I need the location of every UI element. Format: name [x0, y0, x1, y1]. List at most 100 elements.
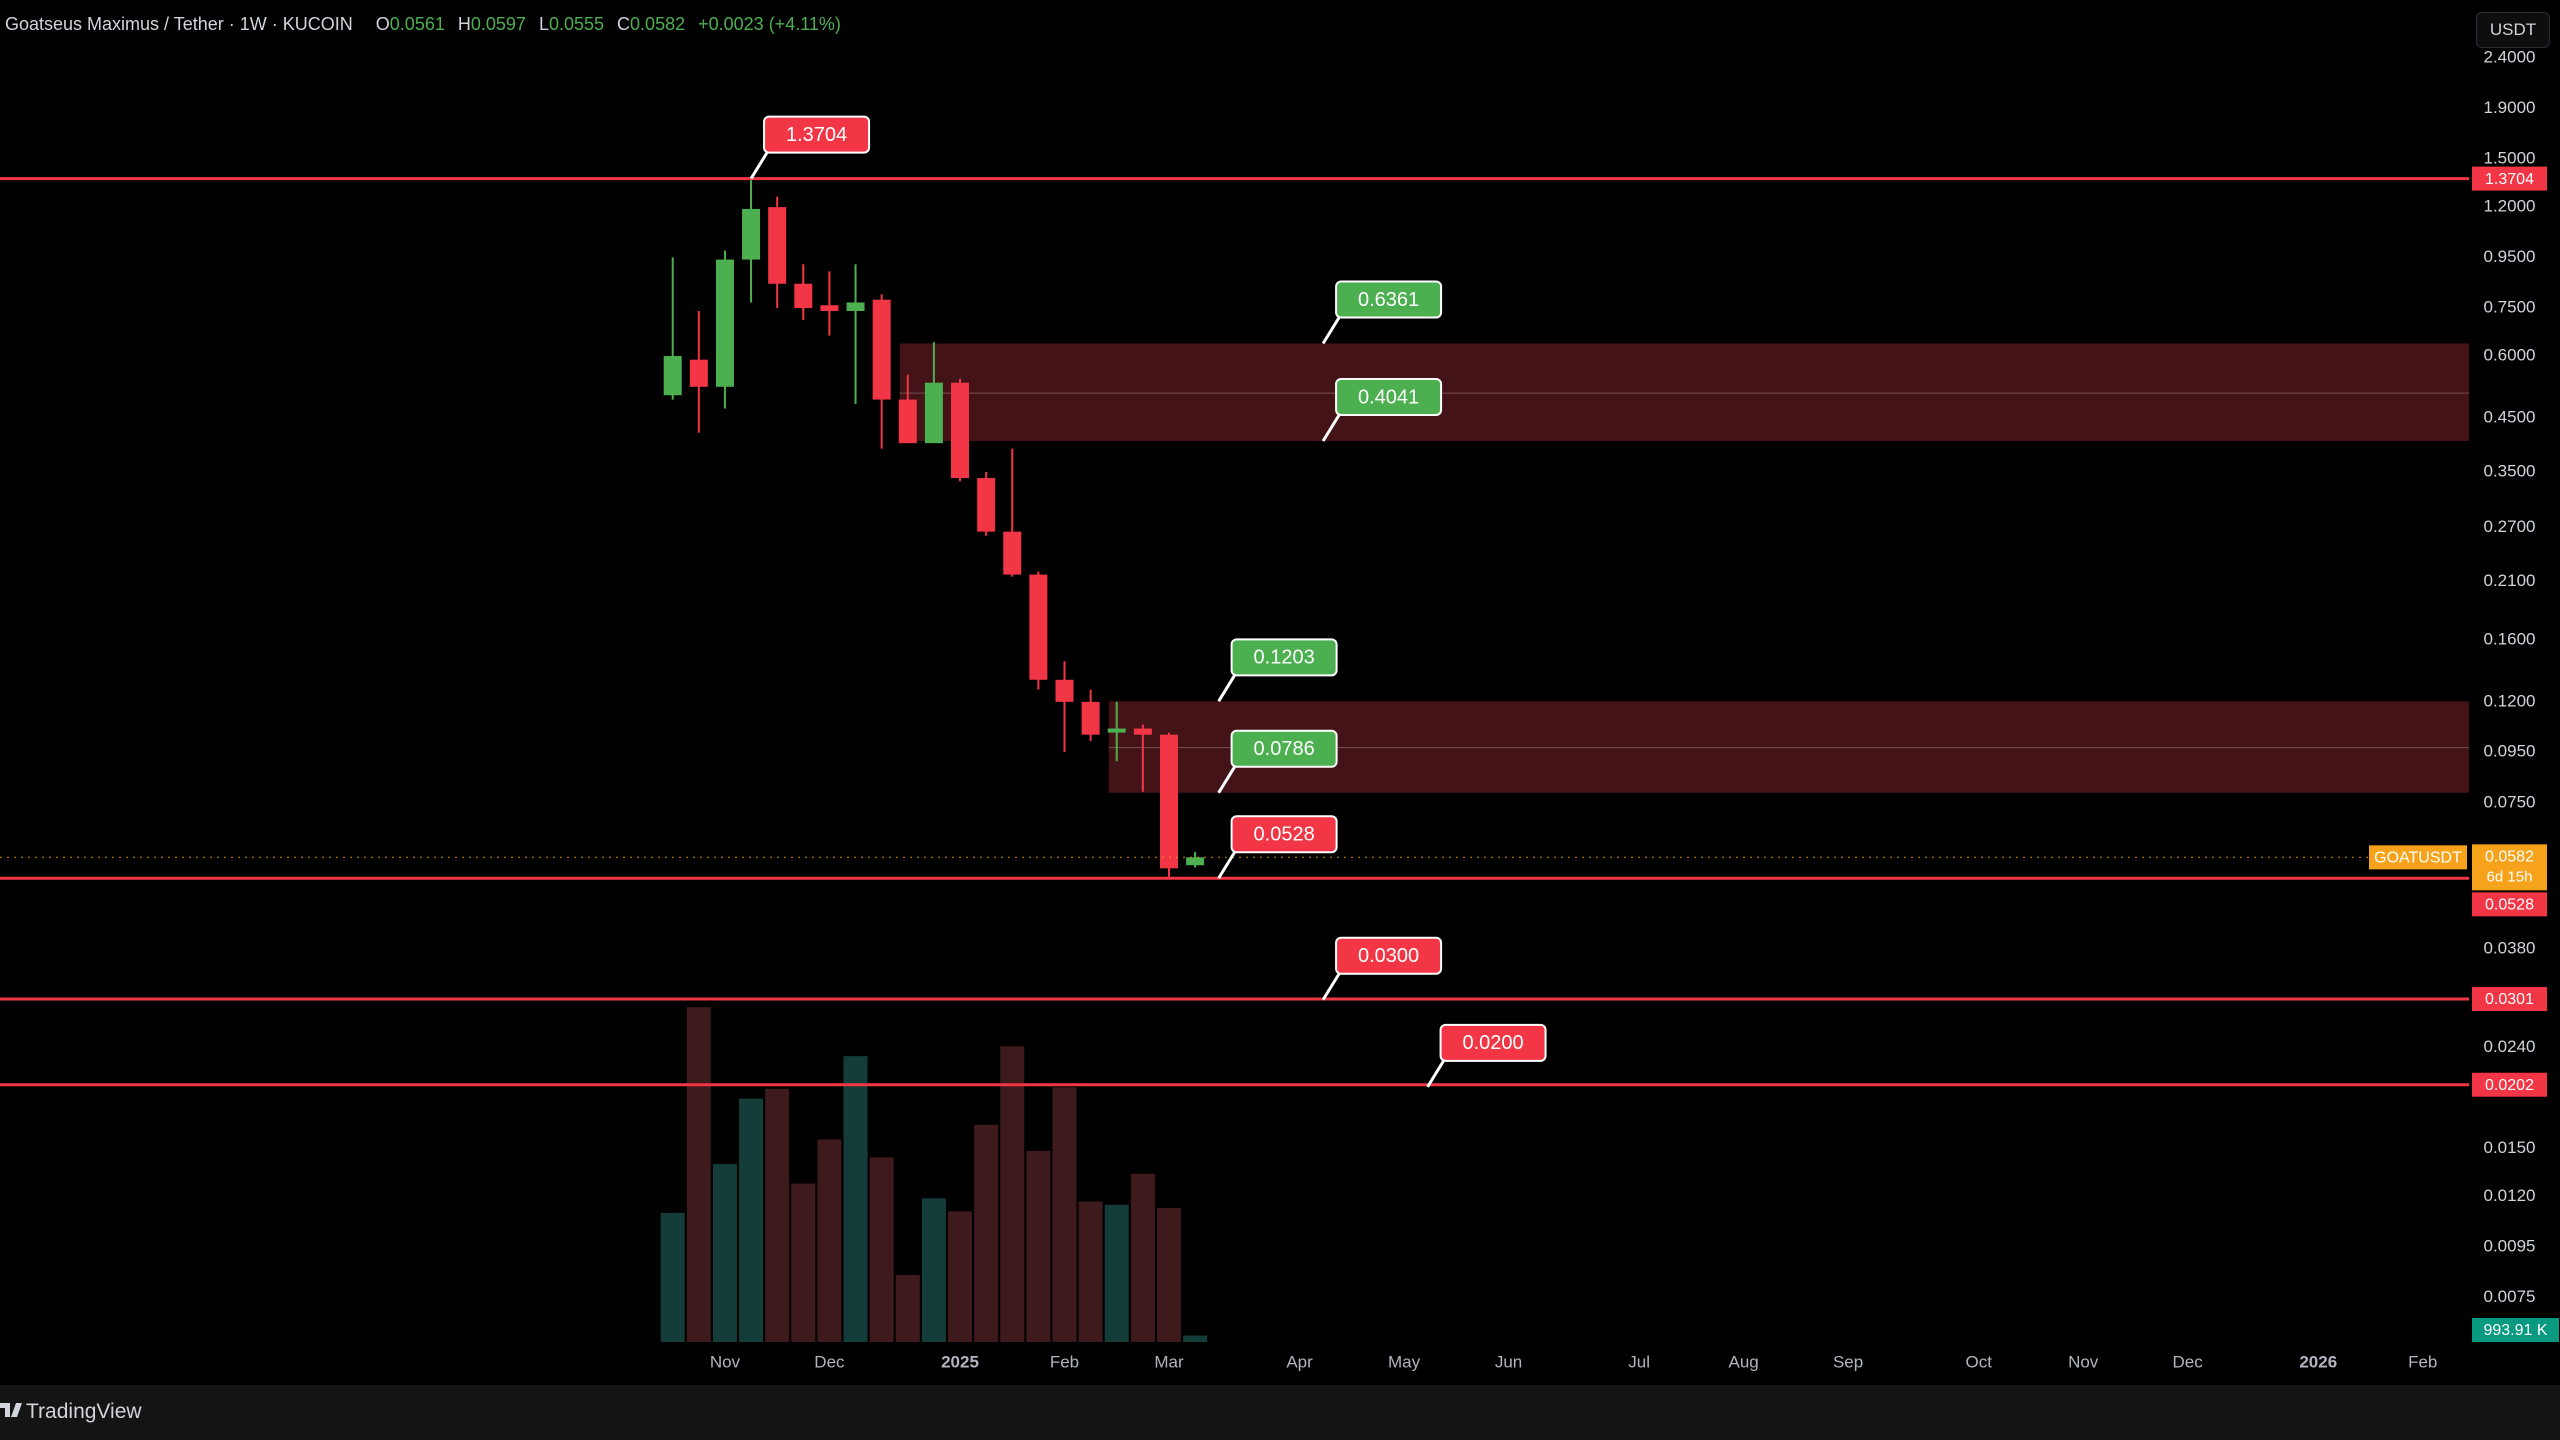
- volume-bar: [895, 1275, 920, 1342]
- annotation-box: [1230, 729, 1338, 768]
- chart: GOATUSDT 0.0582 6d 15h 1.3704 0.0528 0.0301 0.…: [0, 48, 2559, 1371]
- volume-bar: [1104, 1204, 1129, 1342]
- volume-bar: [1000, 1046, 1025, 1342]
- y-tick-label: 0.0240: [2484, 1037, 2536, 1056]
- annotation-label: 0.0200: [1462, 1032, 1523, 1054]
- volume-bar: [1130, 1173, 1155, 1342]
- annotation-box: [1230, 638, 1338, 677]
- y-tick-label: 0.0750: [2484, 792, 2536, 811]
- x-tick-label: Feb: [1050, 1352, 1079, 1371]
- y-tick-label: 0.1600: [2484, 630, 2536, 649]
- candle-body: [977, 478, 996, 532]
- x-tick-label: Jul: [1628, 1352, 1650, 1371]
- candle-body: [1107, 728, 1126, 733]
- x-tick-label: Oct: [1965, 1352, 1992, 1371]
- x-tick-label: Sep: [1833, 1352, 1863, 1371]
- level-label: 0.0301: [2485, 991, 2534, 1008]
- y-tick-label: 0.7500: [2484, 298, 2536, 317]
- y-tick-label: 1.9000: [2484, 98, 2536, 117]
- x-tick-label: Nov: [710, 1352, 741, 1371]
- y-tick-label: 0.0075: [2484, 1287, 2536, 1306]
- x-tick-label: 2026: [2299, 1352, 2337, 1371]
- annotation-box: [1335, 280, 1443, 319]
- annotation-leader: [749, 151, 769, 180]
- y-tick-label: 0.1200: [2484, 691, 2536, 710]
- last-price-badge: [2472, 844, 2547, 891]
- volume-bar: [843, 1056, 868, 1342]
- brand: TradingView: [26, 1400, 142, 1423]
- annotation-leader: [1426, 1060, 1445, 1088]
- ohlc-value: 0.0597: [470, 14, 526, 34]
- annotation-label: 0.4041: [1358, 386, 1419, 408]
- candle-body: [663, 356, 682, 396]
- last-price-label: 0.0582: [2485, 849, 2534, 866]
- volume-bar: [1183, 1335, 1208, 1342]
- volume-bar: [869, 1157, 894, 1342]
- candle-body: [951, 382, 970, 479]
- candle-body: [846, 302, 865, 311]
- y-tick-label: 0.3500: [2484, 461, 2536, 480]
- x-tick-label: Feb: [2408, 1352, 2437, 1371]
- y-tick-label: 0.9500: [2484, 247, 2536, 266]
- currency-button[interactable]: USDT: [2476, 12, 2550, 48]
- level-label: 0.0528: [2485, 897, 2534, 914]
- ohlc-label: H: [457, 14, 471, 34]
- ohlc-label: L: [538, 14, 549, 34]
- annotation-label: 0.1203: [1254, 647, 1315, 669]
- logo: [0, 1403, 22, 1417]
- y-tick-label: 0.2700: [2484, 517, 2536, 536]
- annotation-leader: [1321, 414, 1341, 442]
- candle-body: [689, 359, 708, 387]
- volume-badge: [2472, 1318, 2559, 1342]
- level-badge: [2472, 1072, 2547, 1097]
- candle-body: [820, 305, 839, 311]
- level-label: 0.0202: [2485, 1077, 2534, 1094]
- y-tick-label: 2.4000: [2484, 48, 2536, 67]
- x-tick-label: May: [1388, 1352, 1421, 1371]
- annotation-box: [1230, 815, 1338, 854]
- level-badge: [2472, 166, 2547, 191]
- candle-body: [898, 399, 917, 444]
- y-tick-label: 1.5000: [2484, 149, 2536, 168]
- volume-bar: [1026, 1150, 1051, 1342]
- x-tick-label: Aug: [1728, 1352, 1758, 1371]
- x-tick-label: Jun: [1495, 1352, 1522, 1371]
- volume-bar: [686, 1007, 711, 1342]
- annotation-label: 0.0300: [1358, 945, 1419, 967]
- annotation-leader: [1217, 851, 1236, 880]
- y-tick-label: 0.0095: [2484, 1236, 2536, 1255]
- volume-bar: [1052, 1087, 1077, 1342]
- ohlc-value: 0.0555: [548, 14, 605, 34]
- candle-body: [924, 382, 943, 444]
- candle-body: [768, 207, 787, 284]
- symbol-badge: [2369, 845, 2467, 870]
- annotation-label: 1.3704: [786, 124, 847, 146]
- candle-body: [1186, 857, 1205, 866]
- y-tick-label: 0.0950: [2484, 742, 2536, 761]
- symbol-label: GOATUSDT: [2374, 850, 2462, 867]
- volume-bar: [974, 1124, 999, 1342]
- candle-body: [1055, 679, 1074, 702]
- x-tick-label: Dec: [814, 1352, 845, 1371]
- annotation-leader: [1217, 765, 1236, 794]
- annotation-box: [763, 115, 871, 154]
- volume-bar: [921, 1198, 946, 1342]
- volume-bar: [765, 1088, 790, 1342]
- y-tick-label: 0.4500: [2484, 407, 2536, 426]
- zone: [899, 343, 2469, 441]
- volume-label: 993.91 K: [2483, 1322, 2547, 1339]
- ohlc-value: 0.0561: [389, 14, 445, 34]
- candle-body: [1159, 734, 1178, 869]
- symbol-title: Goatseus Maximus / Tether · 1W · KUCOIN: [5, 14, 353, 34]
- volume-bar: [660, 1212, 685, 1342]
- volume-bar: [817, 1139, 842, 1342]
- countdown-label: 6d 15h: [2487, 868, 2533, 885]
- y-tick-label: 0.6000: [2484, 346, 2536, 365]
- candle-body: [715, 259, 734, 387]
- candle-body: [872, 299, 891, 400]
- y-tick-label: 0.2100: [2484, 571, 2536, 590]
- symbol-header: Goatseus Maximus / Tether · 1W · KUCOIN …: [5, 14, 841, 35]
- x-tick-label: Apr: [1286, 1352, 1313, 1371]
- x-tick-label: Mar: [1154, 1352, 1184, 1371]
